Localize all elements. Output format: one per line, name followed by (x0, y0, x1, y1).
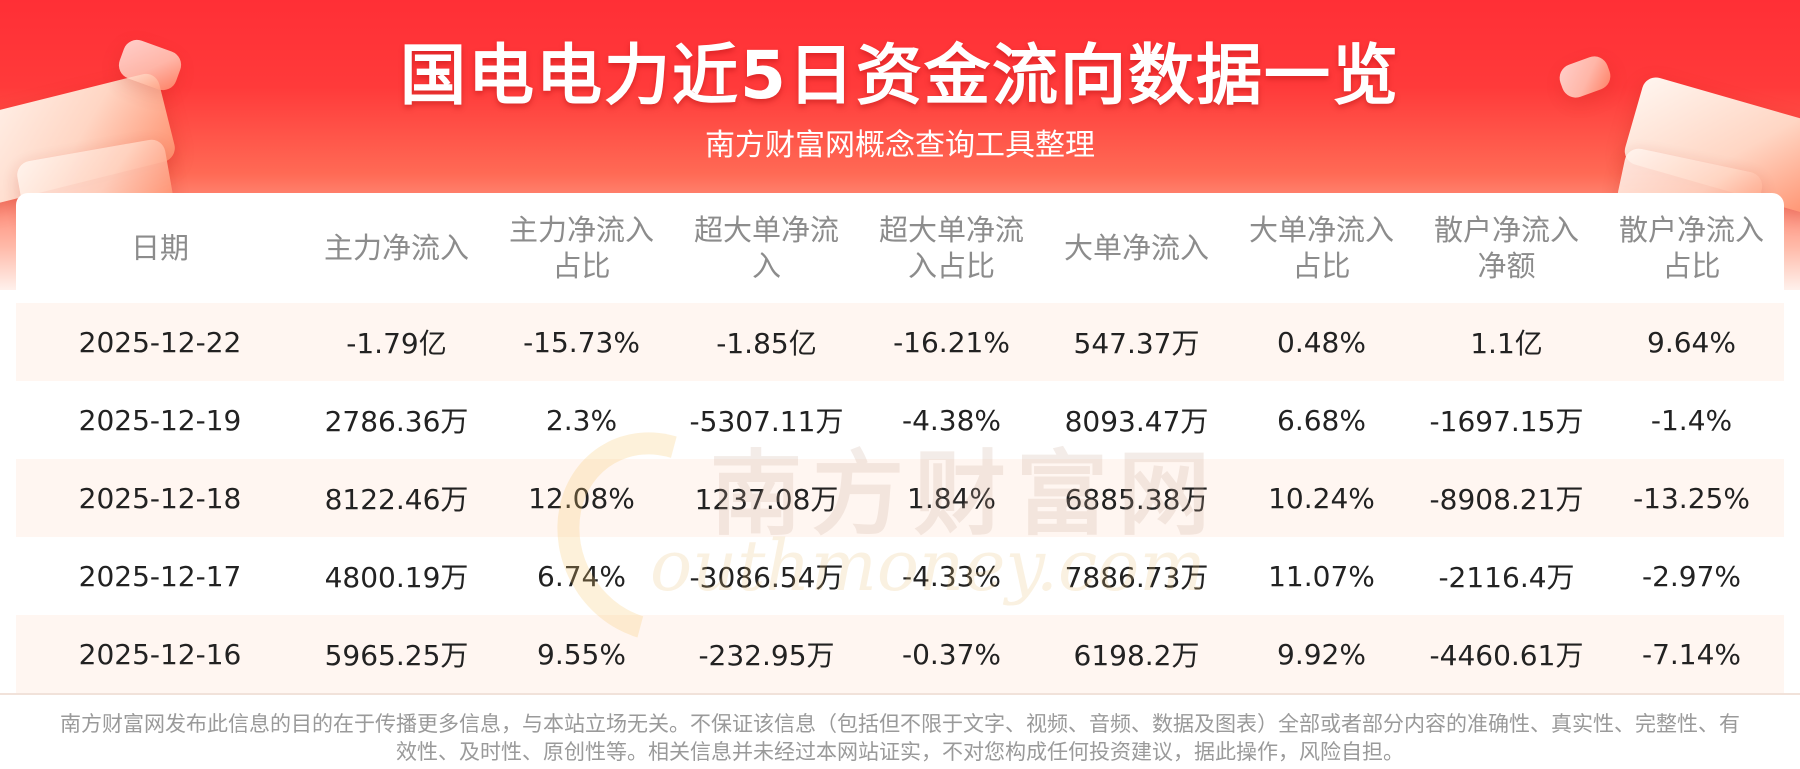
cell-main-ratio: 9.55% (537, 637, 626, 671)
cell-main-ratio: 6.74% (537, 559, 626, 593)
cell-retail-ratio: 9.64% (1647, 325, 1736, 359)
table-row: 2025-12-19 2786.36万 2.3% -5307.11万 -4.38… (16, 381, 1784, 459)
cell-super-ratio: -4.33% (901, 559, 1002, 593)
cell-date: 2025-12-17 (78, 559, 242, 593)
table-row: 2025-12-17 4800.19万 6.74% -3086.54万 -4.3… (16, 537, 1784, 615)
cell-retail-ratio: -1.4% (1650, 403, 1733, 437)
cell-large-inflow: 6198.2万 (1073, 639, 1200, 672)
table-header: 日期 主力净流入 主力净流入 占比 超大单净流 入 超大单净流 入占比 大单净流… (16, 193, 1784, 303)
data-table: 日期 主力净流入 主力净流入 占比 超大单净流 入 超大单净流 入占比 大单净流… (16, 193, 1784, 693)
cell-retail-ratio: -13.25% (1633, 481, 1750, 515)
cell-retail-inflow: -4460.61万 (1429, 639, 1584, 672)
cell-main-ratio: 2.3% (545, 403, 618, 437)
cell-super-inflow: -3086.54万 (689, 561, 844, 594)
cell-main-inflow: 4800.19万 (324, 561, 469, 594)
cell-retail-ratio: -2.97% (1641, 559, 1742, 593)
column-header-date: 日期 (130, 231, 189, 265)
cell-main-inflow: -1.79亿 (346, 327, 447, 360)
column-header-retail-inflow: 散户净流入 净额 (1433, 213, 1579, 283)
table-row: 2025-12-16 5965.25万 9.55% -232.95万 -0.37… (16, 615, 1784, 693)
cell-retail-inflow: -2116.4万 (1438, 561, 1575, 594)
cell-main-inflow: 2786.36万 (324, 405, 469, 438)
column-header-retail-ratio: 散户净流入 占比 (1618, 213, 1764, 283)
column-header-large-inflow: 大单净流入 (1063, 231, 1209, 265)
cell-super-inflow: -232.95万 (698, 639, 835, 672)
cell-retail-ratio: -7.14% (1641, 637, 1742, 671)
cell-date: 2025-12-22 (78, 325, 242, 359)
cell-super-ratio: 1.84% (907, 481, 996, 515)
cell-retail-inflow: 1.1亿 (1470, 327, 1543, 360)
cell-main-ratio: -15.73% (523, 325, 640, 359)
cell-retail-inflow: -1697.15万 (1429, 405, 1584, 438)
cell-large-inflow: 7886.73万 (1064, 561, 1209, 594)
page-subtitle: 南方财富网概念查询工具整理 (705, 128, 1095, 163)
cell-large-inflow: 6885.38万 (1064, 483, 1209, 516)
cell-large-inflow: 8093.47万 (1064, 405, 1209, 438)
cell-date: 2025-12-18 (78, 481, 242, 515)
column-header-super-inflow: 超大单净流 入 (693, 213, 839, 283)
page-title: 国电电力近5日资金流向数据一览 (400, 37, 1400, 114)
table-row: 2025-12-18 8122.46万 12.08% 1237.08万 1.84… (16, 459, 1784, 537)
column-header-super-ratio: 超大单净流 入占比 (878, 213, 1024, 283)
cell-large-ratio: 10.24% (1268, 481, 1375, 515)
cell-super-ratio: -16.21% (893, 325, 1010, 359)
cell-date: 2025-12-19 (78, 403, 242, 437)
column-header-main-inflow: 主力净流入 (323, 231, 469, 265)
cell-main-inflow: 8122.46万 (324, 483, 469, 516)
disclaimer-text: 南方财富网发布此信息的目的在于传播更多信息，与本站立场无关。不保证该信息（包括但… (60, 712, 1740, 764)
cell-large-ratio: 6.68% (1277, 403, 1366, 437)
cell-retail-inflow: -8908.21万 (1429, 483, 1584, 516)
cell-super-ratio: -4.38% (901, 403, 1002, 437)
table-row: 2025-12-22 -1.79亿 -15.73% -1.85亿 -16.21%… (16, 303, 1784, 381)
cell-large-ratio: 0.48% (1277, 325, 1366, 359)
column-header-large-ratio: 大单净流入 占比 (1248, 213, 1394, 283)
cell-super-ratio: -0.37% (901, 637, 1002, 671)
cell-main-inflow: 5965.25万 (324, 639, 469, 672)
footer-divider (0, 693, 1800, 695)
column-header-main-ratio: 主力净流入 占比 (508, 213, 654, 283)
cell-date: 2025-12-16 (78, 637, 242, 671)
cell-large-ratio: 9.92% (1277, 637, 1366, 671)
cell-large-ratio: 11.07% (1268, 559, 1375, 593)
cell-super-inflow: -5307.11万 (689, 405, 844, 438)
cell-main-ratio: 12.08% (528, 481, 635, 515)
cell-super-inflow: -1.85亿 (716, 327, 817, 360)
cell-super-inflow: 1237.08万 (694, 483, 839, 516)
cell-large-inflow: 547.37万 (1073, 327, 1200, 360)
